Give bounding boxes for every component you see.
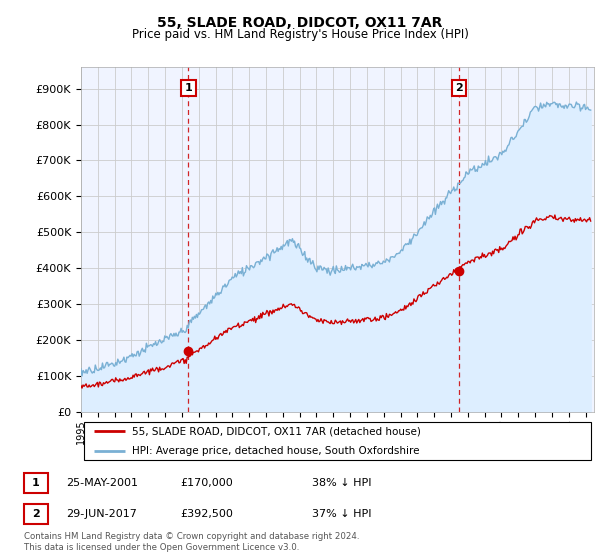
Text: 55, SLADE ROAD, DIDCOT, OX11 7AR: 55, SLADE ROAD, DIDCOT, OX11 7AR xyxy=(157,16,443,30)
Text: 38% ↓ HPI: 38% ↓ HPI xyxy=(312,478,371,488)
Text: 1: 1 xyxy=(32,478,40,488)
Text: 29-JUN-2017: 29-JUN-2017 xyxy=(66,509,137,519)
Text: 55, SLADE ROAD, DIDCOT, OX11 7AR (detached house): 55, SLADE ROAD, DIDCOT, OX11 7AR (detach… xyxy=(133,426,421,436)
Text: 1: 1 xyxy=(185,83,193,93)
Text: Price paid vs. HM Land Registry's House Price Index (HPI): Price paid vs. HM Land Registry's House … xyxy=(131,28,469,41)
Text: Contains HM Land Registry data © Crown copyright and database right 2024.
This d: Contains HM Land Registry data © Crown c… xyxy=(24,532,359,552)
Text: 37% ↓ HPI: 37% ↓ HPI xyxy=(312,509,371,519)
Text: HPI: Average price, detached house, South Oxfordshire: HPI: Average price, detached house, Sout… xyxy=(133,446,420,456)
FancyBboxPatch shape xyxy=(83,422,592,460)
Text: £170,000: £170,000 xyxy=(180,478,233,488)
Text: 25-MAY-2001: 25-MAY-2001 xyxy=(66,478,138,488)
Text: £392,500: £392,500 xyxy=(180,509,233,519)
Text: 2: 2 xyxy=(455,83,463,93)
Text: 2: 2 xyxy=(32,509,40,519)
